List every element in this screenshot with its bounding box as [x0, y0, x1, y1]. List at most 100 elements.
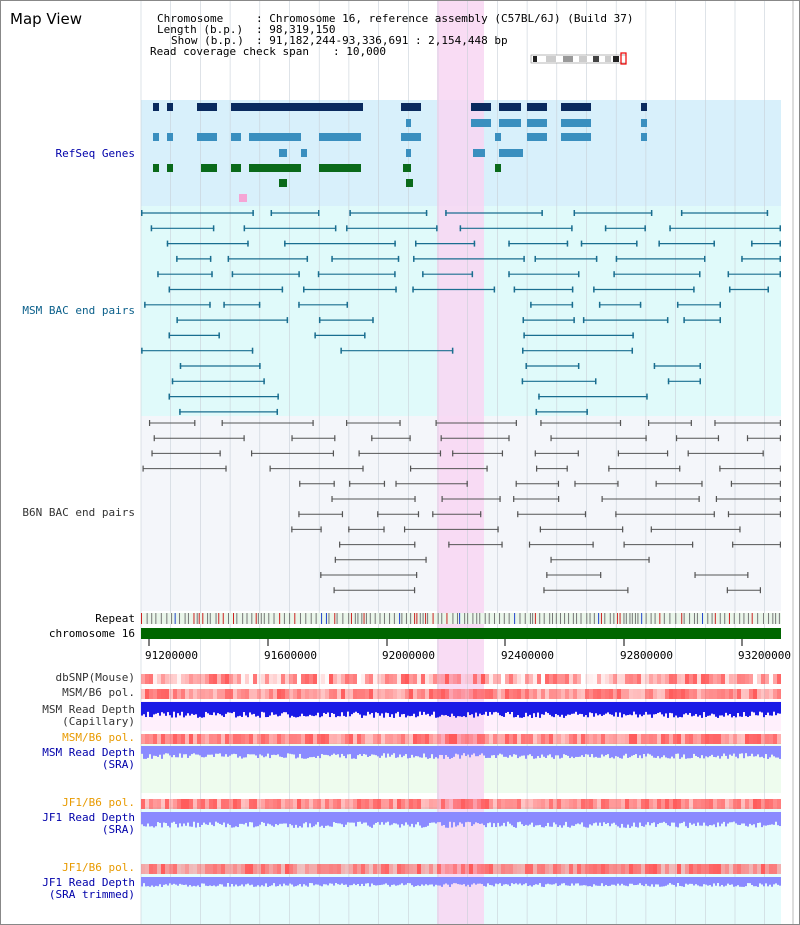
depth-bar: [773, 877, 775, 885]
depth-bar: [285, 702, 287, 713]
bac-end: [604, 225, 607, 232]
track-label-msm-b6-pol-2[interactable]: MSM/B6 pol.: [62, 731, 135, 744]
track-label-dbsnp[interactable]: dbSNP(Mouse): [55, 671, 135, 684]
polymorphism-cell: [601, 674, 605, 684]
polymorphism-cell: [725, 689, 729, 699]
polymorphism-cell: [349, 689, 353, 699]
polymorphism-cell: [333, 674, 337, 684]
polymorphism-cell: [333, 864, 337, 874]
depth-bar: [675, 702, 677, 716]
polymorphism-cell: [341, 734, 345, 744]
depth-bar: [309, 812, 311, 824]
depth-bar: [705, 746, 707, 757]
depth-bar: [779, 812, 781, 827]
page-title: Map View: [10, 10, 83, 28]
depth-bar: [339, 746, 341, 758]
bac-end: [416, 572, 418, 578]
gene-feature: [527, 119, 547, 127]
polymorphism-cell: [157, 734, 161, 744]
polymorphism-cell: [593, 799, 597, 809]
depth-bar: [769, 702, 771, 716]
depth-bar: [145, 702, 147, 718]
depth-bar: [777, 877, 779, 885]
depth-bar: [457, 746, 459, 755]
depth-bar: [439, 877, 441, 886]
depth-bar: [441, 812, 443, 826]
track-label-msm-b6-pol[interactable]: MSM/B6 pol.: [62, 686, 135, 699]
depth-bar: [611, 746, 613, 758]
depth-bar: [319, 746, 321, 759]
polymorphism-cell: [701, 689, 705, 699]
track-label-jf1-depth-trim[interactable]: JF1 Read Depth: [42, 876, 135, 889]
track-label-jf1-depth-sra-sub: (SRA): [101, 823, 135, 836]
polymorphism-cell: [173, 689, 177, 699]
depth-bar: [415, 746, 417, 757]
repeat-element: [539, 613, 541, 624]
depth-bar: [707, 877, 709, 886]
depth-bar: [483, 702, 485, 715]
depth-bar: [481, 812, 483, 824]
polymorphism-cell: [305, 799, 309, 809]
repeat-element: [383, 613, 385, 624]
depth-bar: [597, 702, 599, 716]
repeat-element: [416, 613, 418, 624]
polymorphism-cell: [229, 799, 233, 809]
polymorphism-cell: [141, 689, 145, 699]
bac-end: [157, 271, 159, 278]
depth-bar: [675, 812, 677, 827]
polymorphism-cell: [417, 864, 421, 874]
repeat-element: [681, 613, 683, 624]
polymorphism-cell: [293, 689, 297, 699]
depth-bar: [633, 702, 635, 712]
depth-bar: [589, 702, 591, 713]
depth-bar: [221, 812, 223, 825]
polymorphism-cell: [569, 689, 573, 699]
track-label-jf1-b6-pol[interactable]: JF1/B6 pol.: [62, 796, 135, 809]
depth-bar: [345, 812, 347, 825]
depth-bar: [239, 702, 241, 716]
depth-bar: [247, 877, 249, 884]
depth-bar: [291, 812, 293, 826]
depth-bar: [729, 702, 731, 715]
polymorphism-cell: [477, 674, 481, 684]
depth-bar: [543, 812, 545, 828]
track-label-msm-bac[interactable]: MSM BAC end pairs: [22, 304, 135, 317]
bac-end: [212, 225, 215, 232]
depth-bar: [467, 877, 469, 885]
depth-bar: [397, 746, 399, 758]
depth-bar: [627, 702, 629, 716]
polymorphism-cell: [709, 734, 713, 744]
track-label-jf1-depth-sra[interactable]: JF1 Read Depth: [42, 811, 135, 824]
depth-bar: [215, 812, 217, 822]
track-label-msm-depth-sra[interactable]: MSM Read Depth: [42, 746, 135, 759]
depth-bar: [511, 877, 513, 884]
gene-feature: [561, 103, 591, 111]
track-label-jf1-b6-pol-2[interactable]: JF1/B6 pol.: [62, 861, 135, 874]
polymorphism-cell: [389, 864, 393, 874]
depth-bar: [719, 812, 721, 827]
depth-bar: [369, 746, 371, 757]
depth-bar: [731, 812, 733, 823]
depth-bar: [585, 702, 587, 716]
repeat-element: [361, 613, 363, 624]
depth-bar: [213, 702, 215, 713]
track-label-b6n-bac[interactable]: B6N BAC end pairs: [22, 506, 135, 519]
depth-bar: [379, 877, 381, 886]
depth-bar: [323, 877, 325, 885]
track-label-refseq[interactable]: RefSeq Genes: [55, 147, 135, 160]
depth-bar: [513, 812, 515, 828]
bac-end: [414, 541, 416, 548]
bac-end: [601, 496, 603, 502]
selection-highlight: [437, 1, 484, 924]
depth-bar: [167, 746, 169, 754]
bac-end: [779, 511, 781, 518]
track-label-msm-depth-cap[interactable]: MSM Read Depth: [42, 703, 135, 716]
polymorphism-cell: [641, 864, 645, 874]
depth-bar: [633, 877, 635, 886]
polymorphism-cell: [429, 864, 433, 874]
depth-bar: [297, 812, 299, 828]
polymorphism-cell: [209, 689, 213, 699]
polymorphism-cell: [325, 689, 329, 699]
depth-bar: [451, 746, 453, 758]
bac-end: [726, 587, 728, 594]
